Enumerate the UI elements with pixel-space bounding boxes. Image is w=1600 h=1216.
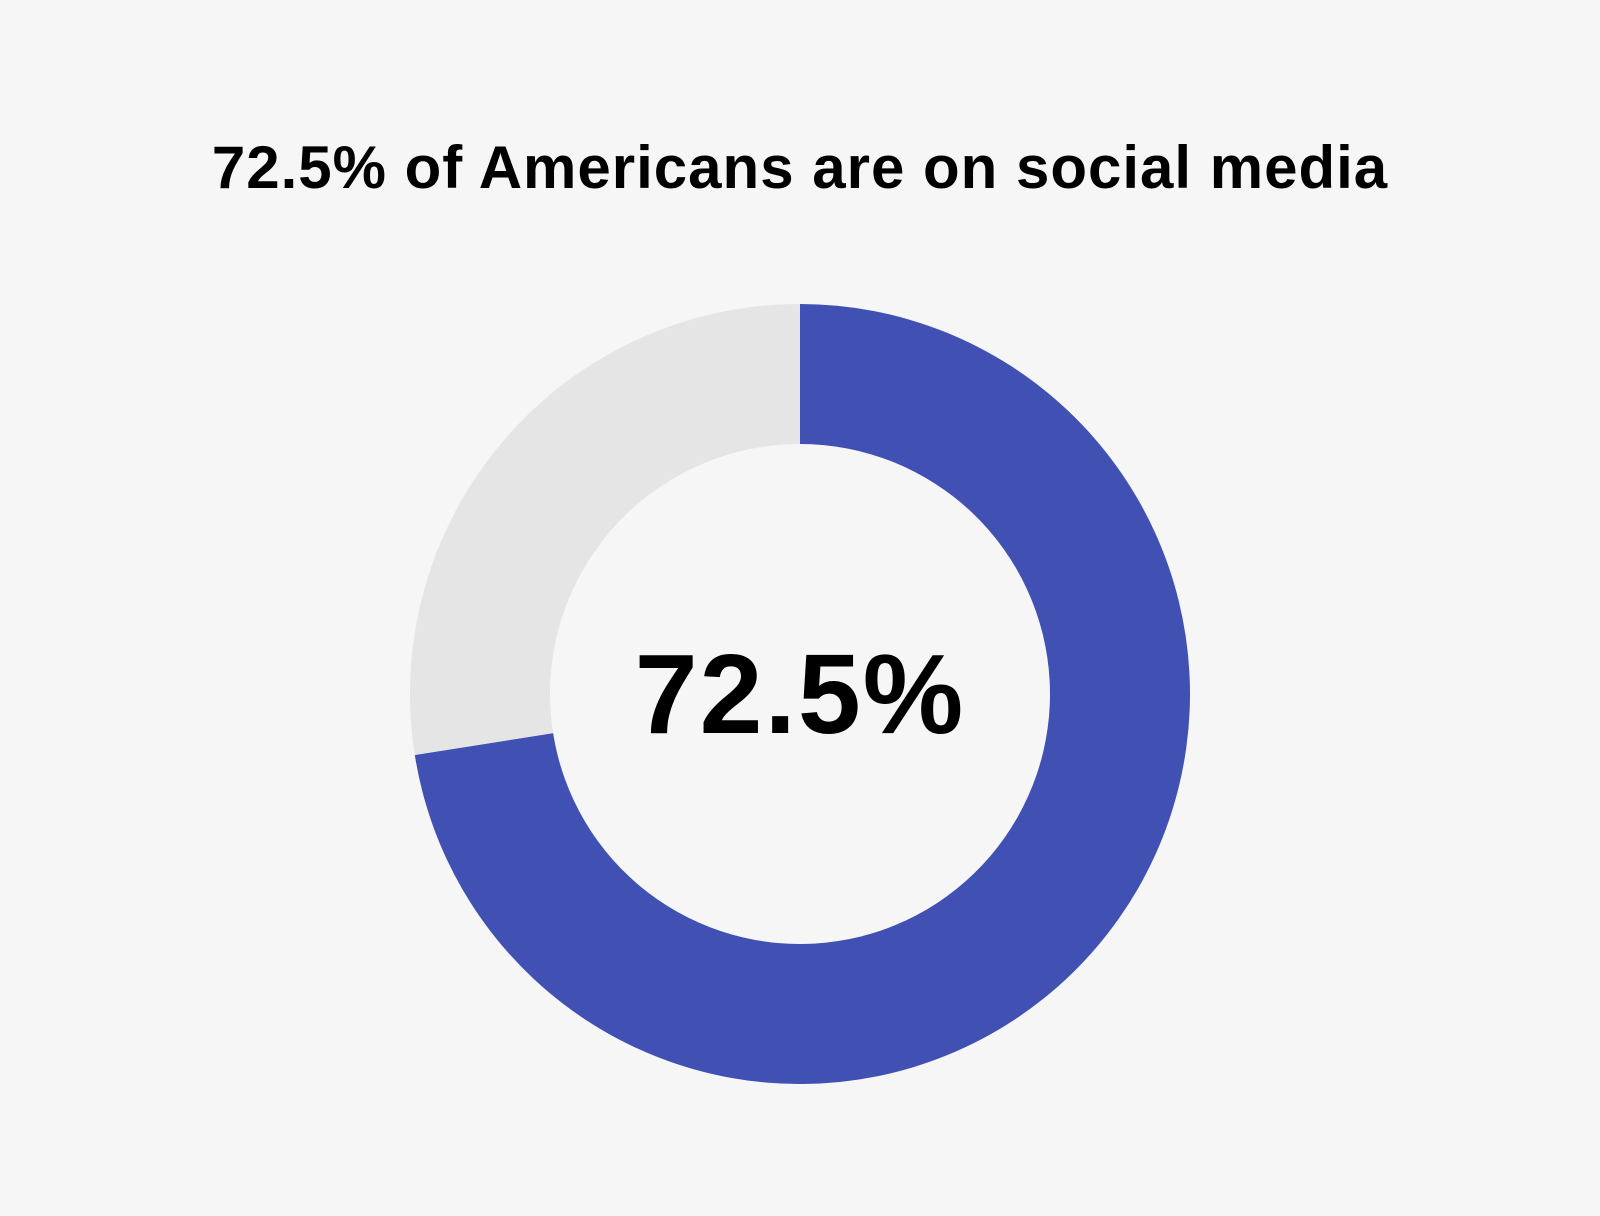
chart-title: 72.5% of Americans are on social media: [211, 134, 1389, 201]
donut-slice-remainder: [409, 304, 800, 756]
center-value-label: 72.5%: [635, 631, 965, 757]
donut-slice-on-social-media: [414, 304, 1190, 1085]
donut-slices: [409, 304, 1190, 1085]
